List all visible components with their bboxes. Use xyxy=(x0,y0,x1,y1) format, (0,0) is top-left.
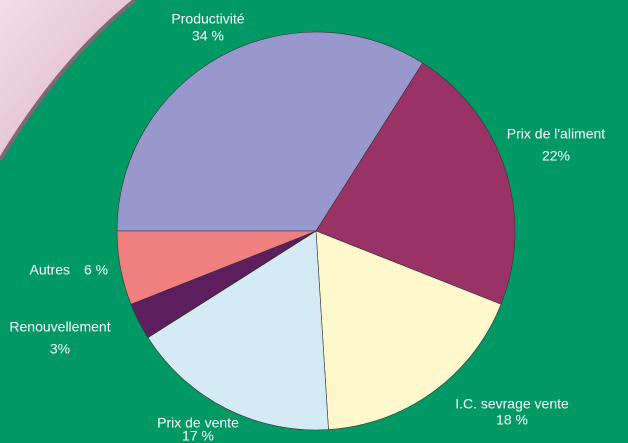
slice-label: Prix de l'aliment xyxy=(507,126,605,142)
slice-value-label: 3% xyxy=(50,341,70,357)
pie-slice xyxy=(315,230,502,430)
slice-value-label: 18 % xyxy=(496,412,528,428)
corner-edge xyxy=(0,0,137,162)
slice-value-label: 22% xyxy=(542,148,570,164)
corner-decoration xyxy=(0,0,135,160)
slice-value-label: 6 % xyxy=(84,262,108,278)
slice-label: I.C. sevrage vente xyxy=(455,396,569,412)
slice-value-label: 17 % xyxy=(182,428,214,443)
slice-label: Productivité xyxy=(171,11,244,27)
slice-label: Autres xyxy=(30,262,70,278)
slice-label: Prix de vente xyxy=(157,415,239,431)
pie-slice xyxy=(116,31,424,232)
slice-label: Renouvellement xyxy=(9,319,110,335)
pie-slice xyxy=(116,230,317,305)
slice-value-label: 34 % xyxy=(192,28,224,44)
pie xyxy=(116,31,516,431)
pie-slice xyxy=(147,230,329,431)
pie-slice xyxy=(315,62,516,305)
